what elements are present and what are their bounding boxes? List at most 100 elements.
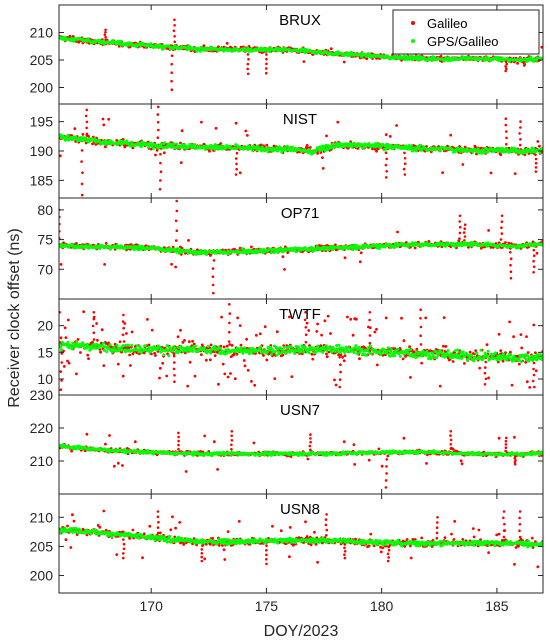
galileo-point <box>180 129 184 133</box>
gps-galileo-point <box>172 142 176 146</box>
gps-galileo-point <box>406 352 410 355</box>
gps-galileo-point <box>213 344 217 348</box>
galileo-outlier <box>384 151 388 154</box>
gps-galileo-point <box>162 353 166 357</box>
galileo-point <box>442 316 446 319</box>
galileo-outlier <box>505 136 508 140</box>
galileo-outlier <box>419 325 423 329</box>
galileo-outlier <box>458 237 461 240</box>
galileo-point <box>165 374 169 378</box>
gps-galileo-point <box>354 344 358 348</box>
galileo-point <box>327 350 331 354</box>
galileo-point <box>193 374 197 378</box>
gps-galileo-point <box>137 350 141 354</box>
gps-galileo-point <box>347 346 351 350</box>
gps-galileo-point <box>303 345 307 349</box>
galileo-outlier <box>104 31 107 34</box>
gps-galileo-point <box>396 347 400 351</box>
gps-galileo-series <box>59 35 543 63</box>
gps-galileo-point <box>389 350 393 354</box>
galileo-point <box>342 359 346 363</box>
galileo-outlier <box>403 173 407 176</box>
galileo-point <box>131 352 135 356</box>
galileo-point <box>438 384 442 388</box>
galileo-point <box>351 333 355 337</box>
y-tick-label: 70 <box>37 261 53 277</box>
galileo-outlier <box>91 324 95 328</box>
gps-galileo-point <box>368 344 372 348</box>
galileo-outlier <box>532 254 536 257</box>
galileo-point <box>79 351 82 354</box>
gps-galileo-point <box>380 351 384 355</box>
galileo-outlier <box>122 313 125 317</box>
gps-galileo-point <box>294 344 298 348</box>
galileo-point <box>524 360 528 364</box>
galileo-outlier <box>173 35 176 38</box>
galileo-point <box>310 352 314 356</box>
galileo-point <box>424 316 428 320</box>
galileo-outlier <box>172 367 176 371</box>
gps-galileo-point <box>105 350 109 354</box>
galileo-point <box>517 362 521 366</box>
galileo-point <box>325 134 328 138</box>
galileo-point <box>283 268 286 271</box>
galileo-point <box>236 316 240 320</box>
gps-galileo-point <box>307 148 311 151</box>
gps-galileo-point <box>302 350 305 354</box>
gps-galileo-point <box>276 347 280 351</box>
galileo-outlier <box>304 326 308 329</box>
gps-galileo-point <box>392 351 396 355</box>
gps-galileo-point <box>453 349 457 353</box>
gps-galileo-point <box>460 357 464 360</box>
gps-galileo-point <box>289 345 293 349</box>
gps-galileo-point <box>459 241 463 245</box>
y-tick-label: 190 <box>30 143 54 159</box>
galileo-point <box>76 338 80 341</box>
galileo-point <box>254 333 258 337</box>
gps-galileo-point <box>136 248 140 252</box>
galileo-point <box>96 338 99 342</box>
galileo-point <box>229 372 232 375</box>
galileo-point <box>146 318 149 321</box>
gps-galileo-point <box>120 348 124 352</box>
y-tick-label: 200 <box>30 80 54 96</box>
series-points <box>59 303 543 392</box>
galileo-point <box>415 347 419 351</box>
galileo-outlier <box>304 340 308 344</box>
galileo-outlier <box>60 361 64 364</box>
y-tick-label: 210 <box>30 25 54 41</box>
galileo-outlier <box>173 40 176 44</box>
galileo-outlier <box>403 162 407 165</box>
galileo-point <box>525 335 528 338</box>
gps-galileo-point <box>167 354 171 358</box>
galileo-outlier <box>458 231 462 235</box>
galileo-point <box>290 375 294 378</box>
galileo-point <box>258 332 262 336</box>
gps-galileo-point <box>209 351 213 355</box>
gps-galileo-point <box>383 245 387 249</box>
galileo-outlier <box>80 160 83 163</box>
galileo-point <box>121 374 125 378</box>
gps-galileo-point <box>259 46 263 50</box>
gps-galileo-point <box>531 150 535 154</box>
galileo-outlier <box>159 179 162 182</box>
gps-galileo-point <box>168 45 172 49</box>
gps-galileo-point <box>259 345 263 349</box>
gps-galileo-point <box>151 146 155 150</box>
galileo-outlier <box>104 28 107 32</box>
gps-galileo-point <box>373 348 377 352</box>
galileo-outlier <box>228 303 231 306</box>
galileo-point <box>461 163 465 166</box>
gps-galileo-point <box>124 343 128 347</box>
galileo-outlier <box>463 235 467 238</box>
gps-galileo-point <box>176 346 180 349</box>
galileo-outlier <box>170 79 173 83</box>
gps-galileo-point <box>190 347 194 351</box>
galileo-point <box>263 325 267 329</box>
galileo-outlier <box>59 370 63 373</box>
gps-galileo-point <box>324 143 328 147</box>
galileo-outlier <box>534 157 538 161</box>
gps-galileo-point <box>178 349 182 353</box>
